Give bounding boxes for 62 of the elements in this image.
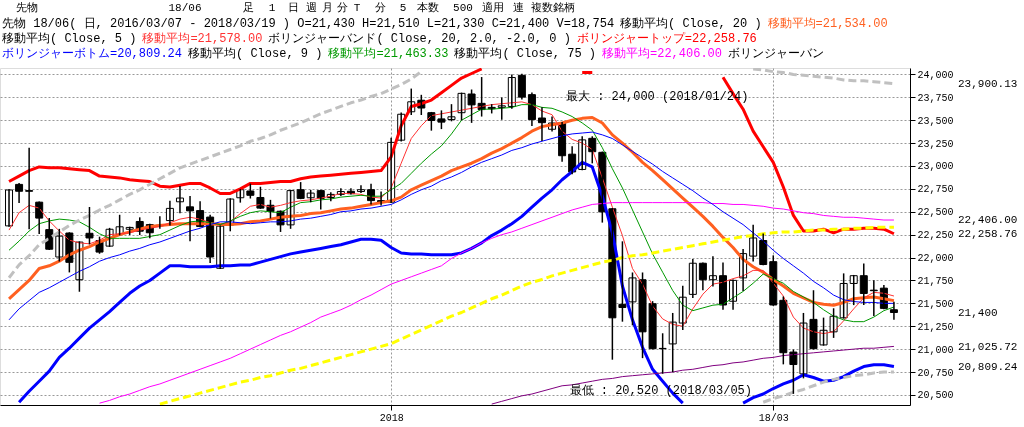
text: ボリンジャーバン	[728, 47, 824, 61]
text: 22,258.76	[958, 228, 1018, 240]
text: 分	[336, 2, 348, 14]
y-tick-label: 22,750	[917, 184, 954, 196]
line-series	[99, 202, 895, 404]
text: 日	[287, 2, 299, 14]
y-tick-label: 21,750	[917, 275, 954, 287]
candlestick	[85, 207, 94, 245]
line-series	[491, 345, 895, 405]
text: 移動平均=21,578.00	[142, 32, 263, 46]
y-tick-label: 22,250	[917, 230, 954, 242]
text: 移動平均=21,463.33	[328, 47, 449, 61]
x-tick-label: 18/03	[758, 412, 789, 424]
text: 移動平均( Close, 75 )	[454, 47, 597, 61]
text: 分	[374, 2, 386, 14]
text: 1	[268, 2, 276, 14]
line-series	[158, 225, 896, 405]
text: 移動平均=22,406.00	[602, 47, 723, 61]
text: ボリンジャーバンド( Close, 20, 2.0, -2.0, 0 )	[268, 32, 571, 46]
y-tick-label: 23,000	[917, 161, 954, 173]
candlestick	[849, 274, 858, 306]
text: 複数銘柄	[531, 1, 575, 14]
text: 21,025.72	[958, 341, 1018, 353]
y-tick-label: 22,000	[917, 253, 954, 265]
text: 週	[305, 2, 317, 14]
text: 500	[453, 2, 473, 14]
y-tick-label: 24,000	[917, 69, 954, 81]
y-tick-label: 20,500	[917, 390, 954, 402]
text: 移動平均( Close, 5 )	[2, 32, 137, 46]
line-series	[761, 370, 896, 404]
text: 移動平均( Close, 20 )	[620, 17, 762, 31]
y-tick-label: 23,750	[917, 92, 954, 104]
candlestick	[5, 189, 14, 227]
candlestick	[186, 196, 195, 242]
candlestick	[25, 147, 34, 230]
y-tick-label: 21,500	[917, 298, 954, 310]
text: ボリンジャーボトム=20,809.24	[2, 47, 183, 61]
text: 21,400	[958, 307, 998, 319]
y-tick-label: 23,250	[917, 138, 954, 150]
text: ボリンジャートップ=22,258.76	[576, 31, 757, 46]
text: 18/06	[168, 2, 202, 14]
text: 移動平均=21,534.00	[767, 17, 888, 31]
y-tick-label: 21,250	[917, 321, 954, 333]
text: 23,900.13	[958, 78, 1018, 90]
text: T	[353, 2, 361, 14]
candlestick	[55, 228, 64, 262]
text: 移動平均( Close, 9 )	[188, 47, 323, 61]
text: 5	[399, 2, 407, 14]
y-tick-label: 20,750	[917, 367, 954, 379]
text: 20,809.24	[958, 361, 1018, 373]
y-tick-label: 23,500	[917, 115, 954, 127]
chart-title: 先物 18/06( 日, 2016/03/07 - 2018/03/19 ) O=21,430 H=21,510 L=21,330 C=21,400 V=18,754	[2, 17, 615, 31]
text: 適用	[482, 1, 504, 14]
text: 先物	[16, 1, 38, 14]
text: 本数	[417, 1, 439, 14]
y-tick-label: 21,000	[917, 344, 954, 356]
text: 連	[512, 1, 524, 14]
x-tick-label: 2018	[379, 412, 404, 424]
text: 22,406.00	[958, 214, 1018, 226]
y-tick-label: 22,500	[917, 207, 954, 219]
text: 月	[321, 2, 333, 14]
text: 足	[242, 2, 254, 14]
